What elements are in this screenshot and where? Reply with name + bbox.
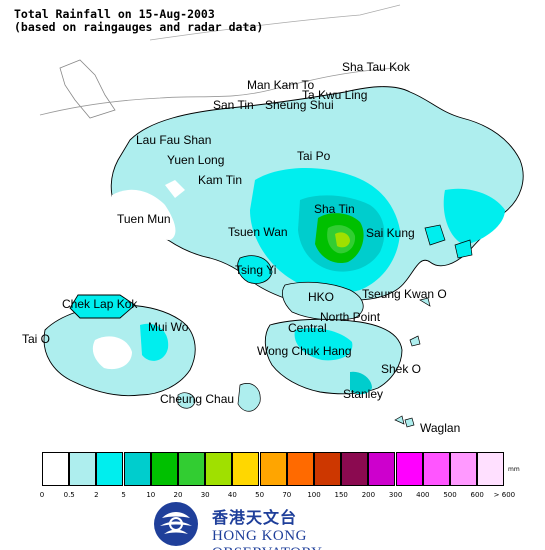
label-san-tin: San Tin <box>213 98 254 112</box>
label-central: Central <box>288 321 327 335</box>
legend-swatch <box>341 452 369 486</box>
legend-tick-label: 400 <box>416 491 430 499</box>
legend-swatch <box>286 452 314 486</box>
legend-swatch <box>123 452 151 486</box>
label-cheung-chau: Cheung Chau <box>160 392 235 406</box>
legend-tick-label: 0.5 <box>63 491 75 499</box>
label-sai-kung: Sai Kung <box>366 226 415 240</box>
legend-swatch <box>42 452 69 486</box>
legend-swatch <box>178 452 205 486</box>
label-tsuen-wan: Tsuen Wan <box>228 225 288 239</box>
legend-swatch <box>450 452 477 486</box>
chek-lap-kok-island <box>69 294 136 319</box>
legend-tick-label: 0 <box>39 491 45 499</box>
label-wong-chuk-hang: Wong Chuk Hang <box>257 344 352 358</box>
legend-tick-label: 50 <box>255 491 265 499</box>
label-mui-wo: Mui Wo <box>148 320 189 334</box>
label-sha-tau-kok: Sha Tau Kok <box>342 60 410 74</box>
map-subtitle: (based on raingauges and radar data) <box>14 20 264 34</box>
legend-swatch <box>259 452 287 486</box>
legend-swatch <box>96 452 124 486</box>
map-title: Total Rainfall on 15-Aug-2003 <box>14 7 215 21</box>
label-stanley: Stanley <box>343 387 384 401</box>
legend-swatch <box>395 452 423 486</box>
legend-swatch <box>69 452 97 486</box>
legend-tick-label: 10 <box>146 491 156 499</box>
legend-tick-label: 500 <box>443 491 457 499</box>
hk-island-wet-patch <box>294 328 353 361</box>
legend-swatch <box>477 452 505 486</box>
legend-tick-label: 70 <box>282 491 292 499</box>
logo-chinese-text: 香港天文台 <box>212 508 298 527</box>
legend-tick-label: 100 <box>307 491 321 499</box>
label-waglan: Waglan <box>420 421 461 435</box>
legend-swatch <box>314 452 341 486</box>
label-sha-tin: Sha Tin <box>314 202 355 216</box>
mainland-coastline-north <box>149 4 401 41</box>
legend-tick-label: 20 <box>173 491 183 499</box>
tsing-yi-island <box>237 255 273 284</box>
label-shek-o: Shek O <box>381 362 422 376</box>
legend-swatch <box>232 452 260 486</box>
label-sheung-shui: Sheung Shui <box>265 98 334 112</box>
kowloon-land <box>281 281 364 321</box>
legend-unit: mm <box>508 466 520 473</box>
label-chek-lap-kok: Chek Lap Kok <box>62 297 138 311</box>
hko-emblem-icon <box>154 502 198 546</box>
label-north-point: North Point <box>320 310 381 324</box>
label-hko: HKO <box>308 290 335 304</box>
lantau-wet-patch <box>140 323 169 361</box>
label-man-kam-to: Man Kam To <box>247 78 315 92</box>
rain-band-east <box>443 188 505 245</box>
label-lau-fau-shan: Lau Fau Shan <box>136 133 212 147</box>
rainfall-legend <box>42 452 505 486</box>
label-tuen-mun: Tuen Mun <box>117 212 171 226</box>
label-tsing-yi: Tsing Yi <box>235 263 277 277</box>
legend-tick-label: 300 <box>388 491 403 499</box>
hko-logo: 香港天文台 HONG KONG OBSERVATORY <box>148 500 408 550</box>
dry-patch-tuen-mun <box>112 189 176 240</box>
cheung-chau-island <box>177 392 196 409</box>
legend-tick-label: 200 <box>361 491 376 499</box>
label-ta-kwu-ling: Ta Kwu Ling <box>302 88 368 102</box>
label-kam-tin: Kam Tin <box>198 173 243 187</box>
legend-swatch <box>422 452 450 486</box>
legend-tick-label: 150 <box>334 491 348 499</box>
legend-tick-label: 2 <box>94 491 99 499</box>
logo-english-text: HONG KONG OBSERVATORY <box>212 528 322 550</box>
label-tai-o: Tai O <box>22 332 51 346</box>
legend-tick-label: 30 <box>200 491 210 499</box>
label-tai-po: Tai Po <box>297 149 331 163</box>
rain-band-30-40mm <box>335 232 350 248</box>
lantau-dry-patch <box>92 336 132 370</box>
eastern-islets <box>394 297 431 425</box>
legend-swatch <box>368 452 396 486</box>
dry-patch-kam-tin <box>165 180 185 198</box>
waglan-island <box>404 417 415 428</box>
legend-tick-label: > 600 <box>493 491 516 499</box>
legend-tick-label: 5 <box>121 491 126 499</box>
legend-swatch <box>205 452 233 486</box>
legend-tick-label: 600 <box>470 491 484 499</box>
label-tseung-kwan-o: Tseung Kwan O <box>362 287 447 301</box>
legend-tick-label: 40 <box>227 491 237 499</box>
sai-kung-islets <box>424 224 473 259</box>
deep-bay-shore <box>39 67 401 116</box>
label-yuen-long: Yuen Long <box>167 153 225 167</box>
lamma-island <box>237 383 261 412</box>
stanley-wet-patch <box>350 371 372 395</box>
legend-swatch <box>150 452 178 486</box>
mainland-coastline <box>59 59 116 119</box>
